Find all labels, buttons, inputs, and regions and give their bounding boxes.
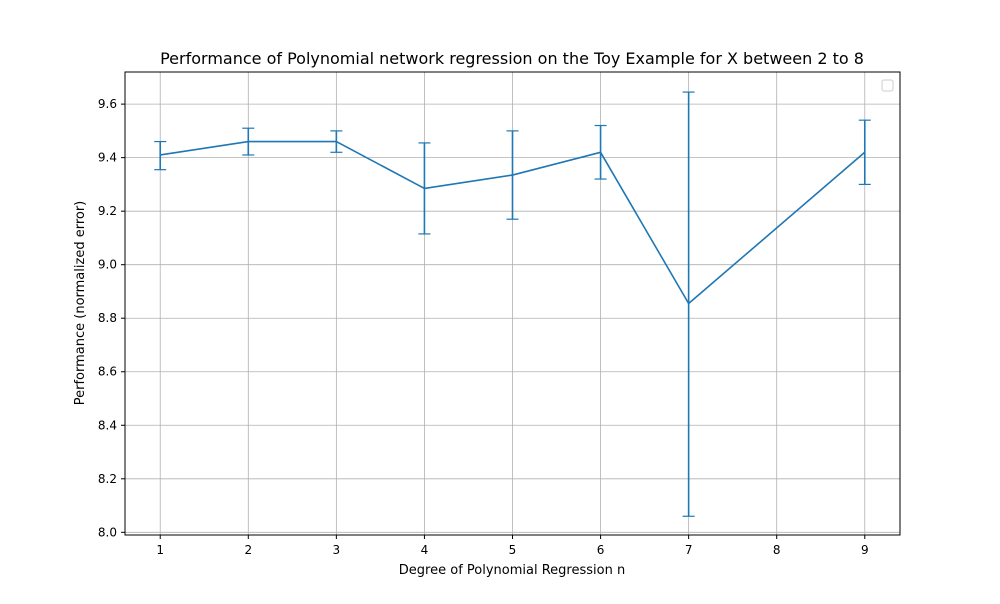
y-tick-label: 8.8 [98, 311, 117, 325]
x-tick-label: 1 [156, 543, 164, 557]
y-axis-label: Performance (normalized error) [73, 201, 88, 406]
y-tick-label: 9.2 [98, 204, 117, 218]
y-tick-label: 9.0 [98, 258, 117, 272]
x-tick-label: 2 [244, 543, 252, 557]
y-tick-label: 9.6 [98, 97, 117, 111]
legend [881, 79, 894, 92]
y-tick-label: 8.6 [98, 365, 117, 379]
legend-box [881, 79, 894, 92]
x-tick-label: 3 [333, 543, 341, 557]
y-axis: 8.0 8.2 8.4 8.6 8.8 9.0 9.2 9.4 9.6 [98, 97, 125, 539]
y-tick-label: 8.4 [98, 418, 117, 432]
y-tick-label: 9.4 [98, 151, 117, 165]
y-tick-label: 8.0 [98, 525, 117, 539]
x-tick-label: 4 [421, 543, 429, 557]
x-tick-label: 6 [597, 543, 605, 557]
x-tick-label: 5 [509, 543, 517, 557]
data-series [154, 91, 871, 517]
x-tick-label: 9 [861, 543, 869, 557]
x-tick-label: 8 [773, 543, 781, 557]
x-axis: 1 2 3 4 5 6 7 8 9 [156, 535, 869, 557]
x-tick-label: 7 [685, 543, 693, 557]
y-tick-label: 8.2 [98, 472, 117, 486]
series-line [160, 140, 866, 305]
x-axis-label: Degree of Polynomial Regression n [399, 563, 625, 578]
chart-title: Performance of Polynomial network regres… [160, 49, 864, 68]
